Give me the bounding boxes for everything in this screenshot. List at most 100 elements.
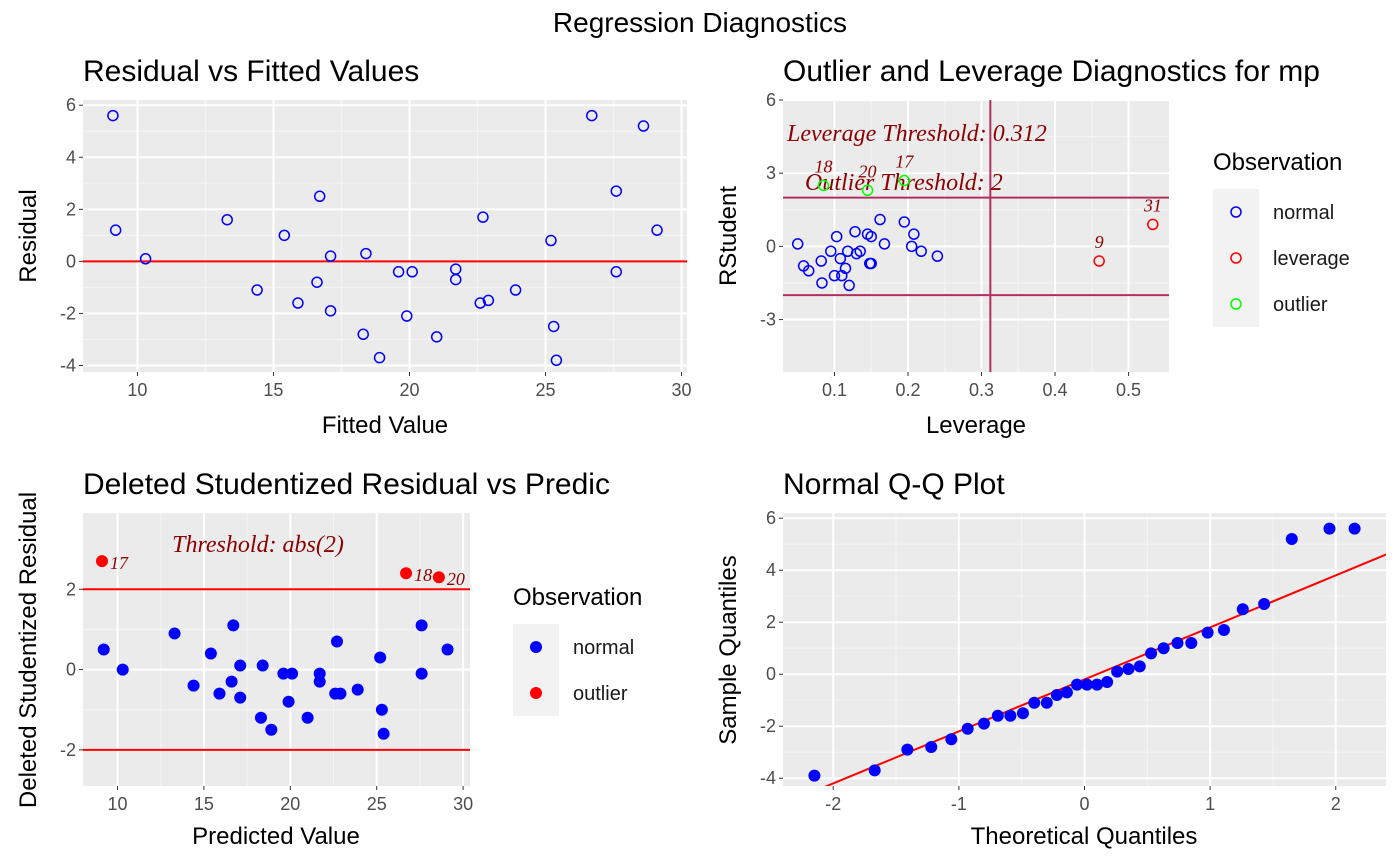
data-point-normal xyxy=(415,619,428,632)
x-tick-label: -2 xyxy=(825,794,841,814)
panel2-y-ticks: -3 0 3 6 xyxy=(760,90,783,330)
data-point-normal xyxy=(816,277,828,289)
y-tick-label: 0 xyxy=(766,664,776,684)
data-point-normal xyxy=(256,659,269,672)
panel2-plot-area xyxy=(783,100,1169,372)
qq-point xyxy=(1028,696,1041,709)
qq-point xyxy=(1171,637,1184,649)
qq-point xyxy=(1050,689,1063,701)
data-point-normal xyxy=(830,230,843,243)
panel3-threshold-annotation: Threshold: abs(2) xyxy=(172,532,344,558)
data-point-leverage xyxy=(1147,218,1159,231)
data-point-normal xyxy=(874,213,886,226)
x-tick-label: 10 xyxy=(127,380,147,400)
data-point-normal xyxy=(825,245,837,257)
data-point xyxy=(357,328,369,341)
point-label: 20 xyxy=(859,161,877,181)
qq-point xyxy=(1081,678,1094,691)
data-point-normal xyxy=(330,635,343,648)
panel1-title: Residual vs Fitted Values xyxy=(83,55,419,88)
point-label: 18 xyxy=(814,156,832,176)
panel3-x-axis-title: Predicted Value xyxy=(192,823,360,850)
data-point-outlier xyxy=(898,174,911,187)
panel3-y-axis-title: Deleted Studentized Residual xyxy=(15,492,42,808)
data-point-normal xyxy=(791,238,804,250)
x-tick-label: 25 xyxy=(367,794,387,814)
y-tick-label: -2 xyxy=(60,303,76,323)
data-point-outlier xyxy=(400,567,413,580)
data-point-outlier xyxy=(96,555,109,568)
panel2-legend-key-bg xyxy=(1213,189,1259,327)
qq-point xyxy=(1157,642,1170,655)
panel3-plot-area xyxy=(83,513,470,786)
data-point-normal xyxy=(415,667,428,680)
panel4-points xyxy=(808,522,1361,782)
data-point-normal xyxy=(351,683,364,696)
qq-point xyxy=(1185,637,1198,649)
panel3-points: 17 18 20 xyxy=(96,553,465,740)
panel3-x-ticks: 10 15 20 25 30 xyxy=(108,786,473,814)
data-point-normal xyxy=(374,651,387,664)
data-point xyxy=(360,247,372,260)
panel4-x-axis-title: Theoretical Quantiles xyxy=(971,823,1198,850)
y-tick-label: 2 xyxy=(766,612,776,632)
data-point xyxy=(550,354,563,367)
panel1-points xyxy=(107,109,663,367)
figure-title: Regression Diagnostics xyxy=(553,7,847,38)
data-point xyxy=(221,213,233,226)
data-point-normal xyxy=(843,279,855,292)
data-point xyxy=(545,234,557,247)
y-tick-label: 4 xyxy=(66,147,76,167)
qq-point xyxy=(1236,603,1249,616)
x-tick-label: 0.4 xyxy=(1043,380,1068,400)
data-point xyxy=(313,190,326,203)
x-tick-label: 0.1 xyxy=(822,380,847,400)
panel-deleted-studentized-residual: Deleted Studentized Residual vs Predic T… xyxy=(15,468,642,850)
data-point-normal xyxy=(849,225,861,238)
data-point xyxy=(509,284,522,296)
x-tick-label: -1 xyxy=(951,794,967,814)
x-tick-label: 10 xyxy=(108,794,128,814)
qq-point xyxy=(1091,678,1104,691)
qq-point xyxy=(901,743,914,756)
panel2-outlier-threshold-annotation: Outlier Threshold: 2 xyxy=(805,170,1003,196)
data-point-normal xyxy=(839,262,852,275)
data-point xyxy=(586,109,598,122)
data-point xyxy=(474,297,486,309)
y-tick-label: 6 xyxy=(66,95,76,115)
data-point-outlier xyxy=(817,179,830,192)
data-point xyxy=(610,266,623,278)
panel2-legend-label-outlier: outlier xyxy=(1273,294,1328,316)
data-point xyxy=(610,185,623,197)
panel2-legend-key-leverage xyxy=(1230,252,1242,264)
qq-point xyxy=(925,741,938,753)
data-point-normal xyxy=(854,245,866,257)
panel3-legend-key-normal xyxy=(530,641,542,653)
x-tick-label: 25 xyxy=(536,380,556,400)
qq-point xyxy=(1145,647,1158,660)
data-point-normal xyxy=(834,252,847,265)
panel3-legend-key-outlier xyxy=(530,687,542,699)
data-point-normal xyxy=(116,663,129,676)
qq-point xyxy=(1258,598,1271,610)
data-point xyxy=(637,120,650,132)
data-point xyxy=(449,273,462,286)
qq-point xyxy=(868,764,881,777)
data-point xyxy=(401,310,413,322)
data-point-normal xyxy=(277,667,290,680)
point-label: 9 xyxy=(1095,232,1104,252)
data-point-normal xyxy=(168,627,181,640)
data-point-normal xyxy=(828,269,841,282)
data-point-normal xyxy=(865,257,877,270)
x-tick-label: 1 xyxy=(1205,794,1215,814)
x-tick-label: 20 xyxy=(280,794,300,814)
data-point-normal xyxy=(815,255,827,267)
qq-point xyxy=(1070,678,1083,691)
panel2-legend-key-normal xyxy=(1230,206,1242,218)
panel3-y-ticks: -2 0 2 xyxy=(60,579,83,760)
qq-point xyxy=(1323,522,1336,535)
data-point-normal xyxy=(915,245,927,257)
data-point-normal xyxy=(282,695,295,708)
panel3-legend-key-bg xyxy=(513,624,559,716)
panel-normal-qq: Normal Q-Q Plot -2 -1 0 1 2 -4 -2 0 2 4 6 Theoret… xyxy=(715,468,1386,850)
